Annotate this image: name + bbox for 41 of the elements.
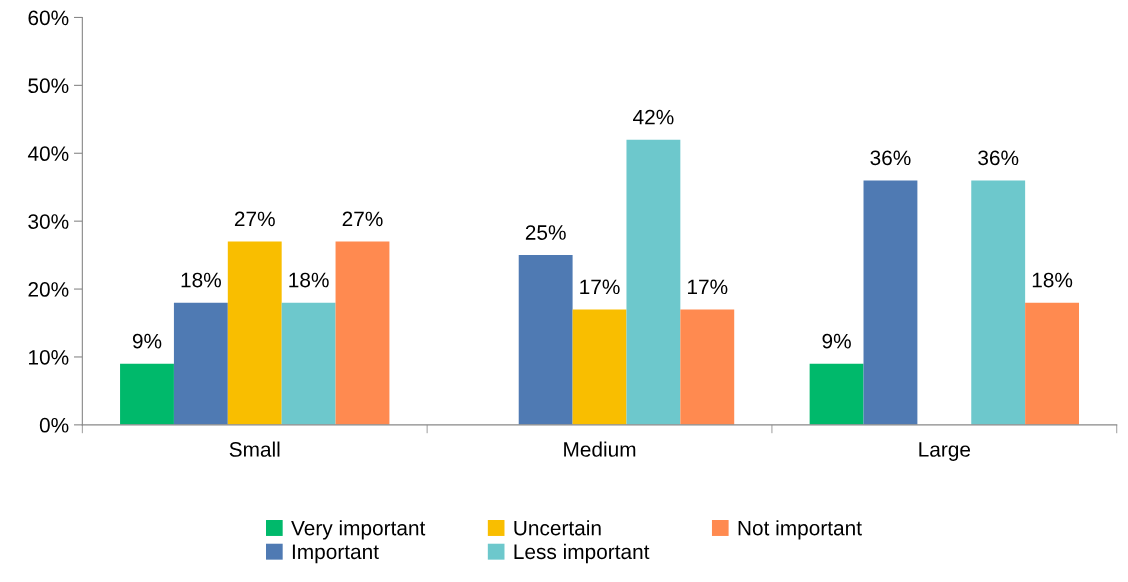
y-tick-label: 10% xyxy=(29,349,69,365)
bar xyxy=(680,309,735,425)
bar xyxy=(281,302,336,425)
data-label: 9% xyxy=(132,333,162,349)
legend-label: Not important xyxy=(738,520,862,540)
y-tick-label: 50% xyxy=(28,78,69,94)
bar xyxy=(863,180,918,425)
data-label: 27% xyxy=(234,211,275,227)
data-label: 36% xyxy=(978,150,1019,166)
data-label: 27% xyxy=(342,211,383,227)
bar xyxy=(227,241,282,425)
y-tick-label: 60% xyxy=(28,10,69,26)
bar xyxy=(572,309,627,425)
bar xyxy=(335,241,390,425)
y-tick-label: 0% xyxy=(39,417,69,433)
data-label: 18% xyxy=(289,272,329,288)
bar xyxy=(173,302,228,425)
legend-label: Very important xyxy=(291,520,426,540)
data-label: 36% xyxy=(870,150,911,166)
y-tick-label: 40% xyxy=(27,146,69,162)
bar xyxy=(518,255,573,425)
bar xyxy=(809,363,864,425)
data-label: 17% xyxy=(688,279,728,295)
bar xyxy=(626,139,681,425)
y-tick-label: 20% xyxy=(28,282,69,297)
x-tick-label: Medium xyxy=(564,441,636,457)
data-label: 18% xyxy=(1032,272,1073,288)
x-tick-label: Small xyxy=(229,441,280,457)
data-label: 17% xyxy=(580,279,620,295)
bar xyxy=(1025,302,1080,425)
data-label: 9% xyxy=(822,333,851,349)
data-label: 18% xyxy=(181,272,221,288)
bar xyxy=(971,180,1026,425)
x-tick-label: Large xyxy=(919,442,971,461)
legend-label: Important xyxy=(292,544,379,564)
y-tick-label: 30% xyxy=(28,214,69,229)
data-label: 42% xyxy=(633,109,674,125)
data-label: 25% xyxy=(525,225,566,240)
bar xyxy=(120,363,174,425)
legend-label: Less important xyxy=(514,543,650,564)
legend-label: Uncertain xyxy=(514,520,601,536)
